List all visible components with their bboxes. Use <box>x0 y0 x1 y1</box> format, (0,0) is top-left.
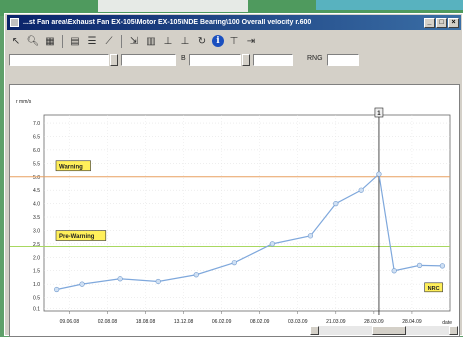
title-bar[interactable]: ...st Fan area\Exhaust Fan EX-105\Motor … <box>7 15 461 30</box>
x-tick-label: 02.08.08 <box>98 319 118 325</box>
arrow-icon[interactable]: ↖ <box>11 35 21 47</box>
data-point <box>416 262 423 268</box>
list-icon[interactable]: ☰ <box>87 35 97 47</box>
y-tick-label: 6.0 <box>33 148 40 154</box>
y-tick-label: 7.0 <box>33 121 40 127</box>
toolbar-separator <box>62 34 63 48</box>
y-tick-label: 5.0 <box>33 175 40 181</box>
background-panel-accent <box>316 0 463 10</box>
cursor-icon[interactable]: ▤ <box>70 35 80 47</box>
y-tick-label: 4.0 <box>33 202 40 208</box>
field-four[interactable] <box>253 54 293 66</box>
y-tick-label: 1.5 <box>33 269 40 275</box>
x-tick-label: 09.06.08 <box>60 319 80 325</box>
scale-icon[interactable]: ▥ <box>146 35 156 47</box>
x-tick-label: 21.03.09 <box>326 319 346 325</box>
threshold-label: Pre-Warning <box>59 234 95 240</box>
data-point <box>155 278 161 285</box>
axis-icon[interactable]: ⊥ <box>163 35 173 47</box>
scroll-thumb[interactable] <box>372 326 406 335</box>
threshold-label-box <box>55 160 91 172</box>
close-button[interactable]: × <box>448 17 459 28</box>
grid-icon[interactable]: ▦ <box>45 35 55 47</box>
range-icon[interactable]: ⇲ <box>129 35 139 47</box>
y-tick-label: 0.5 <box>33 296 40 302</box>
threshold-label-box <box>55 230 107 241</box>
toolbar: ↖ 🔍︎ ▦ ▤ ☰ ⟋ ⇲ ▥ ⊥ ⊥ ↻ i ⊤ ⇥ <box>9 32 329 50</box>
data-point <box>269 241 275 247</box>
x-axis-label: date <box>442 320 452 326</box>
scroll-right-button[interactable] <box>449 326 458 335</box>
x-tick-label: 28.03.09 <box>364 319 384 325</box>
data-point <box>439 263 445 269</box>
cursor-marker <box>374 107 384 118</box>
plot-frame <box>43 114 451 312</box>
y-tick-label: 5.5 <box>33 161 40 167</box>
zoom-icon[interactable]: 🔍︎ <box>26 35 40 47</box>
filter-icon[interactable]: ⊤ <box>229 35 239 47</box>
axis-alt-icon[interactable]: ⊥ <box>180 35 190 47</box>
y-tick-label: 2.0 <box>33 255 40 261</box>
rng-label: RNG <box>307 55 323 62</box>
data-point <box>358 187 364 193</box>
horizontal-scrollbar[interactable] <box>310 326 458 335</box>
rng-field[interactable] <box>327 54 359 66</box>
field-three-label: B <box>181 55 186 62</box>
data-point <box>231 260 237 266</box>
y-tick-label: 0.1 <box>33 306 40 312</box>
minimize-button[interactable]: _ <box>424 17 435 28</box>
desktop-background <box>0 0 463 16</box>
background-panel <box>98 0 248 12</box>
y-tick-label: 2.5 <box>33 242 40 248</box>
trend-chart: 0.1 0.5 1.0 1.5 2.0 2.5 3.0 3.5 4.0 4.5 5.0 5.5 6.0 6… <box>9 84 460 337</box>
field-two[interactable] <box>121 54 176 66</box>
annotation-label: NRC <box>428 286 440 292</box>
field-row: B RNG <box>9 54 459 68</box>
y-tick-label: 3.0 <box>33 228 40 234</box>
y-tick-label: 3.5 <box>33 215 40 221</box>
data-point <box>376 171 382 177</box>
x-tick-label: 28.04.09 <box>402 319 422 325</box>
data-point <box>54 286 60 293</box>
data-point <box>391 268 397 274</box>
field-one[interactable] <box>9 54 109 66</box>
y-tick-label: 1.0 <box>33 282 40 288</box>
data-point <box>333 201 339 207</box>
y-tick-label: 6.5 <box>33 134 40 140</box>
scroll-left-button[interactable] <box>310 326 319 335</box>
x-tick-label: 13.12.08 <box>174 319 194 325</box>
toolbar-separator <box>121 34 122 48</box>
data-point <box>193 272 199 278</box>
app-icon <box>10 18 19 27</box>
trend-window: ...st Fan area\Exhaust Fan EX-105\Motor … <box>4 13 463 337</box>
maximize-button[interactable]: □ <box>436 17 447 28</box>
y-axis-label: r mm/s <box>16 99 32 105</box>
annotation-box <box>424 282 443 293</box>
field-three-spinner[interactable] <box>242 54 250 66</box>
refresh-icon[interactable]: ↻ <box>197 35 207 47</box>
trend-icon[interactable]: ⟋ <box>105 35 113 47</box>
data-point <box>79 281 85 287</box>
export-icon[interactable]: ⇥ <box>246 35 256 47</box>
y-tick-label: 4.5 <box>33 188 40 194</box>
x-tick-label: 03.03.09 <box>288 319 308 325</box>
x-tick-label: 08.02.09 <box>250 319 270 325</box>
window-title: ...st Fan area\Exhaust Fan EX-105\Motor … <box>23 19 312 26</box>
cursor-label: 1 <box>377 111 381 117</box>
threshold-label: Warning <box>59 164 83 170</box>
info-icon[interactable]: i <box>212 35 224 47</box>
x-tick-label: 18.08.08 <box>136 319 156 325</box>
data-point <box>117 276 123 282</box>
data-point <box>307 233 314 239</box>
series-line <box>56 172 443 291</box>
chart-svg: 0.1 0.5 1.0 1.5 2.0 2.5 3.0 3.5 4.0 4.5 5.0 5.5 6.0 6… <box>10 99 452 326</box>
x-tick-label: 06.02.09 <box>212 319 232 325</box>
field-three[interactable] <box>189 54 241 66</box>
field-one-spinner[interactable] <box>110 54 118 66</box>
